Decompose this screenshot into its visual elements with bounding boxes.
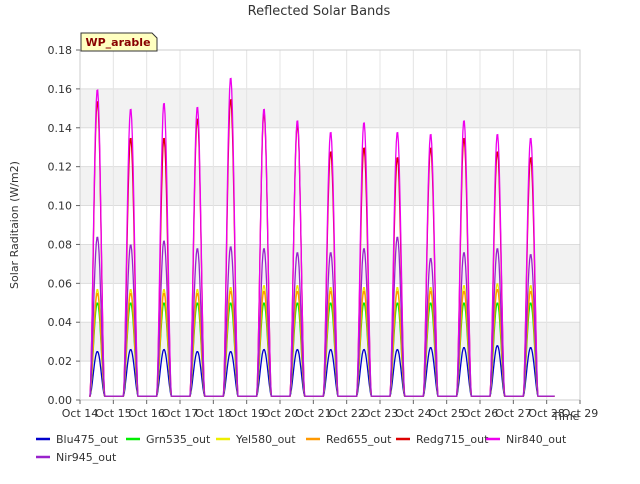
x-tick-label: Oct 21: [295, 407, 332, 420]
plot-band: [80, 50, 580, 89]
legend-label: Redg715_out: [416, 433, 489, 446]
y-axis-label: Solar Raditaion (W/m2): [8, 161, 21, 289]
plot-band: [80, 361, 580, 400]
x-tick-label: Oct 19: [228, 407, 265, 420]
y-tick-label: 0.00: [48, 394, 73, 407]
x-tick-label: Oct 26: [462, 407, 499, 420]
y-tick-label: 0.16: [48, 83, 73, 96]
site-label-text: WP_arable: [85, 36, 150, 49]
legend-label: Grn535_out: [146, 433, 211, 446]
x-tick-label: Oct 27: [495, 407, 532, 420]
y-tick-label: 0.08: [48, 238, 73, 251]
plot-band: [80, 322, 580, 362]
y-tick-label: 0.14: [48, 122, 73, 135]
plot-band: [80, 88, 580, 128]
series-line-nir945-out: [89, 236, 555, 397]
plot-background-bands: [80, 50, 580, 400]
plot-band: [80, 205, 580, 245]
x-tick-label: Oct 24: [395, 407, 432, 420]
legend-label: Red655_out: [326, 433, 392, 446]
x-tick-label: Oct 15: [95, 407, 132, 420]
plot-frame: [79, 49, 581, 401]
chart-title: Reflected Solar Bands: [248, 4, 391, 19]
x-tick-label: Oct 29: [562, 407, 599, 420]
x-tick-label: Oct 22: [328, 407, 365, 420]
series-layer: [89, 77, 555, 397]
y-tick-label: 0.18: [48, 44, 73, 57]
x-tick-label: Oct 14: [62, 407, 99, 420]
x-tick-label: Oct 25: [428, 407, 465, 420]
legend-label: Blu475_out: [56, 433, 119, 446]
y-axis: 0.00 0.02 0.04 0.06 0.08 0.10 0.12 0.14 0.16 0.18: [48, 44, 80, 407]
y-tick-label: 0.12: [48, 161, 73, 174]
site-label-shape: [80, 32, 158, 52]
y-tick-label: 0.10: [48, 200, 73, 213]
site-label-box: WP_arable: [80, 32, 158, 52]
x-axis-label: Time: [552, 410, 580, 423]
legend-label: Nir945_out: [56, 451, 117, 464]
x-tick-label: Oct 28: [528, 407, 565, 420]
y-tick-label: 0.02: [48, 355, 73, 368]
x-tick-label: Oct 23: [362, 407, 399, 420]
plot-band: [80, 244, 580, 284]
legend-label: Nir840_out: [506, 433, 567, 446]
x-tick-label: Oct 17: [162, 407, 199, 420]
x-tick-label: Oct 16: [128, 407, 165, 420]
legend: Blu475_out Grn535_out Yel580_out Red655_out…: [36, 433, 567, 464]
y-tick-label: 0.06: [48, 277, 73, 290]
plot-band: [80, 166, 580, 206]
y-tick-label: 0.04: [48, 316, 73, 329]
x-tick-label: Oct 18: [195, 407, 232, 420]
legend-label: Yel580_out: [235, 433, 296, 446]
x-tick-label: Oct 20: [262, 407, 299, 420]
